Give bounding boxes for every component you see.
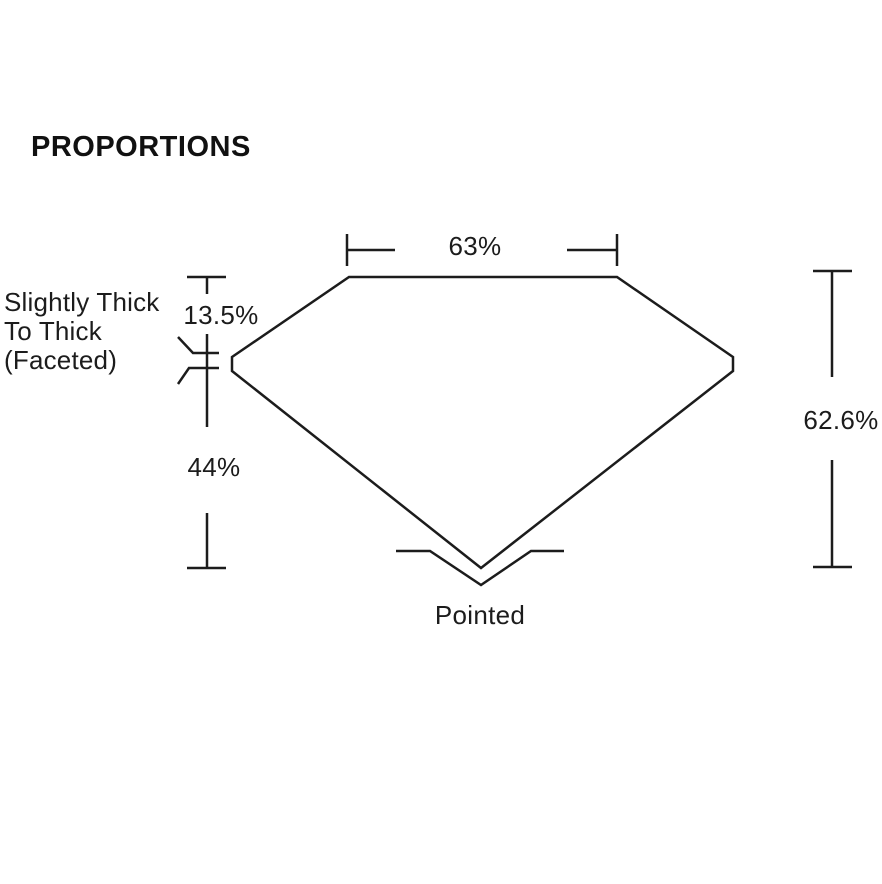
girdle-thickness-label: Slightly Thick To Thick (Faceted)	[4, 288, 160, 375]
culet-callout	[396, 549, 564, 587]
culet-label: Pointed	[434, 600, 526, 630]
girdle-thickness-label-line2: To Thick	[4, 316, 102, 346]
crown-height-label: 13.5%	[183, 300, 259, 330]
page-title: PROPORTIONS	[31, 131, 251, 163]
diamond-outline	[230, 275, 735, 570]
total-depth-label: 62.6%	[803, 405, 879, 435]
girdle-thickness-label-line1: Slightly Thick	[4, 287, 160, 317]
table-width-label: 63%	[448, 231, 502, 261]
girdle-thickness-label-line3: (Faceted)	[4, 345, 118, 375]
girdle-callout-bracket	[176, 336, 219, 385]
pavilion-depth-label: 44%	[187, 452, 241, 482]
